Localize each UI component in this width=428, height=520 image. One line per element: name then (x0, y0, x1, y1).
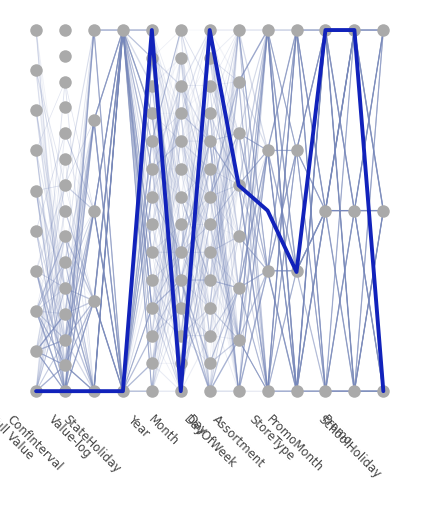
Text: Year: Year (125, 413, 152, 440)
Text: Day: Day (184, 413, 210, 438)
Text: StoreType: StoreType (246, 413, 297, 463)
Text: PromoMonth: PromoMonth (264, 413, 325, 475)
Text: DayOfWeek: DayOfWeek (181, 413, 239, 471)
Text: Month: Month (146, 413, 181, 448)
Text: ConfInterval: ConfInterval (5, 413, 65, 473)
Text: SchoolHoliday: SchoolHoliday (315, 413, 383, 481)
Text: Assortment: Assortment (210, 413, 268, 470)
Text: Full Value: Full Value (0, 413, 36, 462)
Text: StateHoliday: StateHoliday (60, 413, 123, 476)
Text: Promo: Promo (319, 413, 354, 448)
Text: Value-log: Value-log (46, 413, 94, 461)
